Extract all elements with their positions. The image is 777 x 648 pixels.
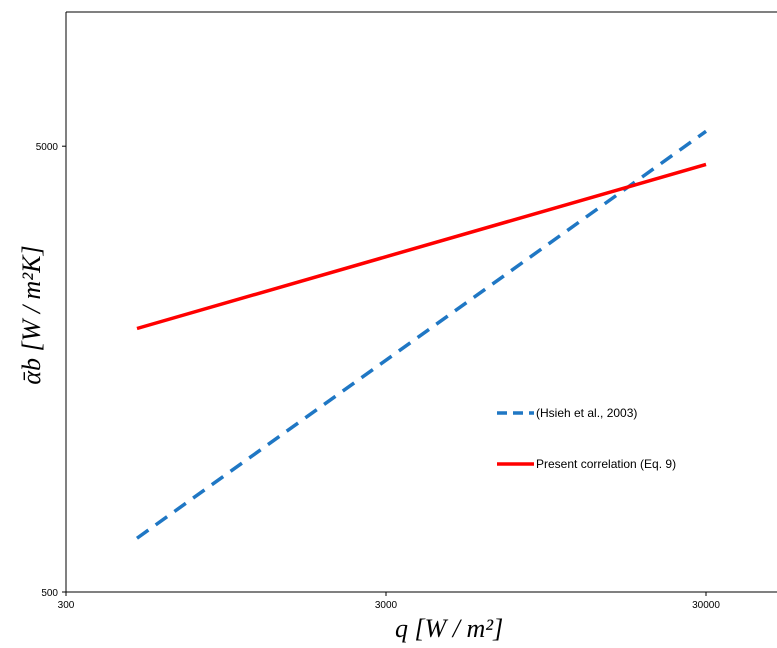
- legend-label-hsieh: (Hsieh et al., 2003): [536, 406, 637, 420]
- y-tick-label: 5000: [36, 142, 59, 153]
- x-axis-title: q [W / m²]: [395, 614, 503, 643]
- y-axis-title: ᾱb [W / m²K]: [17, 245, 46, 384]
- series-layer: [135, 129, 708, 540]
- legend: (Hsieh et al., 2003) Present correlation…: [497, 406, 676, 471]
- series-line-hsieh: [135, 129, 708, 540]
- ticks: 300 3000 30000 500 5000: [36, 142, 721, 611]
- x-tick-label: 30000: [692, 600, 720, 611]
- series-line-present: [136, 162, 707, 331]
- x-tick-label: 3000: [375, 600, 398, 611]
- y-tick-label: 500: [41, 588, 58, 599]
- plot-area: [65, 11, 777, 593]
- legend-label-present: Present correlation (Eq. 9): [536, 457, 676, 471]
- x-tick-label: 300: [58, 600, 75, 611]
